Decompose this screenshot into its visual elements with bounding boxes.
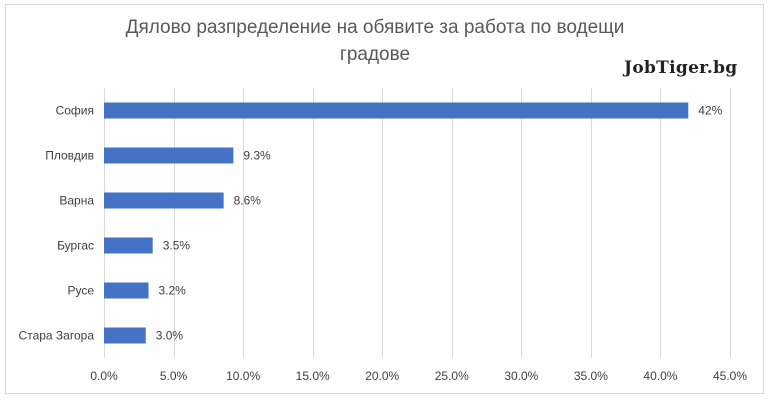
data-label: 8.6%	[234, 194, 262, 208]
bar	[104, 327, 146, 344]
data-label: 9.3%	[243, 149, 271, 163]
bar	[104, 237, 153, 254]
x-tick-label: 10.0%	[226, 369, 260, 383]
x-tick-label: 5.0%	[160, 369, 188, 383]
data-label: 42%	[698, 104, 722, 118]
x-tick-label: 40.0%	[643, 369, 677, 383]
x-tick-label: 20.0%	[365, 369, 399, 383]
x-tick-label: 35.0%	[574, 369, 608, 383]
bar	[104, 192, 224, 209]
x-tick-label: 0.0%	[90, 369, 118, 383]
data-label: 3.0%	[156, 329, 184, 343]
x-tick-label: 15.0%	[296, 369, 330, 383]
chart-title: Дялово разпределение на обявите за работ…	[95, 14, 655, 68]
bars	[104, 102, 689, 344]
x-axis-tick-labels: 0.0% 5.0% 10.0% 15.0% 20.0% 25.0% 30.0% 35.0% 40…	[90, 369, 747, 383]
bar	[104, 102, 689, 119]
bar	[104, 147, 234, 164]
x-tick-label: 45.0%	[713, 369, 747, 383]
jobtiger-logo: JobTiger.bg	[624, 58, 738, 78]
data-labels: 42% 9.3% 8.6% 3.5% 3.2% 3.0%	[156, 104, 723, 343]
category-label: Русе	[67, 284, 94, 298]
category-label: Бургас	[57, 239, 94, 253]
data-label: 3.5%	[163, 239, 191, 253]
x-tick-label: 25.0%	[435, 369, 469, 383]
x-tick-label: 30.0%	[504, 369, 538, 383]
gridlines	[104, 88, 731, 358]
category-labels: София Пловдив Варна Бургас Русе Стара Загора	[19, 104, 95, 343]
category-label: Варна	[59, 194, 94, 208]
category-label: София	[56, 104, 94, 118]
bar	[104, 282, 149, 299]
category-label: Пловдив	[45, 149, 94, 163]
data-label: 3.2%	[159, 284, 187, 298]
chart-title-line-1: Дялово разпределение на обявите за работ…	[125, 17, 625, 38]
chart-title-line-2: градове	[339, 44, 411, 65]
category-label: Стара Загора	[19, 329, 95, 343]
